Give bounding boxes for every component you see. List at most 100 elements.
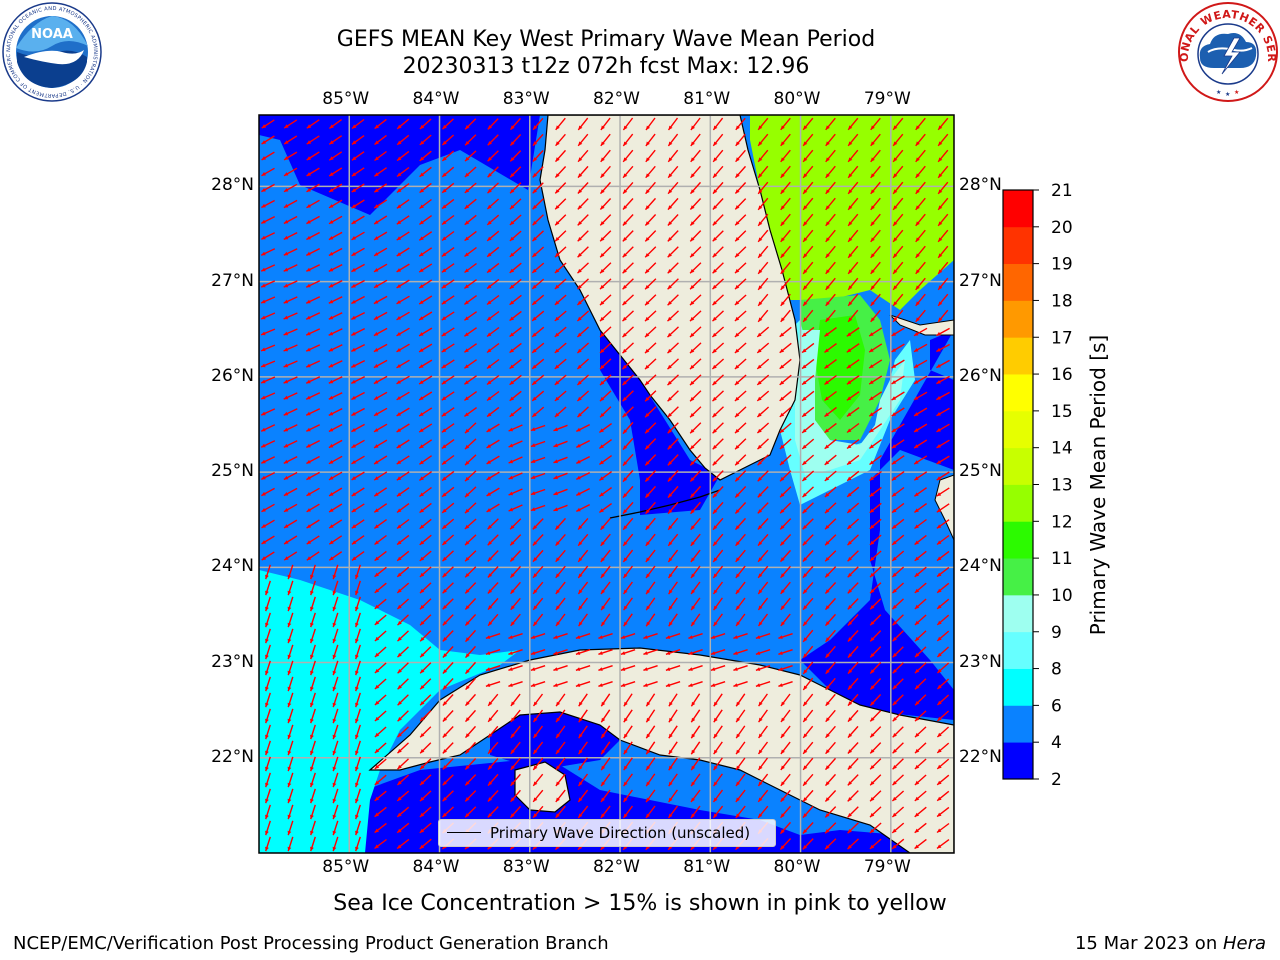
wave-direction-arrow [442, 678, 454, 690]
wave-direction-arrow [373, 167, 388, 177]
wave-direction-arrow [486, 455, 500, 465]
wave-direction-arrow [310, 596, 316, 612]
wave-direction-arrow [891, 423, 905, 433]
wave-direction-arrow [869, 646, 882, 658]
wave-direction-arrow [396, 423, 410, 433]
wave-direction-arrow [757, 741, 769, 755]
wave-direction-arrow [532, 693, 544, 707]
wave-direction-arrow [265, 676, 271, 692]
wave-direction-arrow [936, 662, 950, 674]
wave-direction-arrow [310, 772, 316, 788]
wave-direction-arrow [555, 565, 566, 579]
wave-direction-arrow [688, 665, 703, 671]
wave-direction-arrow [622, 485, 634, 499]
wave-direction-arrow [667, 262, 679, 274]
wave-direction-arrow [937, 213, 949, 227]
wave-direction-arrow [892, 229, 904, 243]
wave-direction-arrow [644, 278, 657, 290]
wave-direction-arrow [310, 644, 316, 660]
wave-direction-arrow [261, 183, 275, 193]
wave-direction-arrow [622, 198, 634, 210]
wave-direction-arrow [441, 423, 455, 433]
wave-direction-arrow [332, 628, 339, 644]
wave-direction-arrow [802, 629, 814, 643]
wave-direction-arrow [374, 150, 387, 162]
wave-direction-arrow [599, 230, 612, 242]
wave-direction-arrow [846, 422, 860, 434]
wave-direction-arrow [802, 534, 814, 546]
wave-direction-arrow [846, 486, 860, 498]
wave-direction-arrow [532, 117, 544, 131]
wave-direction-arrow [825, 629, 836, 643]
wave-direction-arrow [305, 264, 321, 272]
wave-direction-arrow [265, 788, 271, 804]
wave-direction-arrow [668, 709, 678, 723]
wave-direction-arrow [870, 133, 881, 147]
colorbar-segment [1003, 374, 1033, 412]
wave-direction-arrow [936, 839, 950, 849]
wave-direction-arrow [802, 149, 814, 163]
wave-direction-arrow [283, 119, 298, 129]
wave-direction-arrow [283, 183, 298, 193]
svg-text:★: ★ [1216, 89, 1221, 96]
wave-direction-arrow [689, 294, 702, 306]
wave-direction-arrow [688, 681, 703, 687]
wave-direction-arrow [508, 649, 523, 655]
wave-direction-arrow [712, 278, 724, 290]
colorbar-tick-label: 17 [1051, 328, 1073, 348]
wave-direction-arrow [757, 757, 769, 771]
wave-direction-arrow [667, 149, 679, 163]
wave-direction-arrow [577, 230, 589, 242]
wave-direction-arrow [846, 438, 860, 450]
wave-direction-arrow [397, 646, 409, 658]
wave-direction-arrow [825, 117, 836, 131]
wave-direction-arrow [419, 630, 432, 642]
wave-direction-arrow [265, 740, 271, 756]
wave-direction-arrow [464, 246, 477, 258]
wave-direction-arrow [355, 660, 361, 676]
wave-direction-arrow [351, 455, 365, 465]
wave-direction-arrow [825, 277, 836, 291]
wave-direction-arrow [310, 660, 316, 676]
wave-direction-arrow [510, 597, 521, 611]
wave-direction-arrow [713, 741, 723, 755]
wave-direction-arrow [442, 662, 454, 674]
wave-direction-arrow [914, 694, 927, 706]
wave-direction-arrow [260, 312, 276, 320]
wave-direction-arrow [758, 725, 768, 739]
wave-direction-arrow [713, 709, 723, 723]
wave-direction-arrow [734, 198, 747, 210]
wave-direction-arrow [530, 633, 546, 639]
wave-direction-arrow [396, 838, 410, 850]
sea-ice-note: Sea Ice Concentration > 15% is shown in … [333, 891, 947, 916]
wave-direction-arrow [645, 693, 656, 707]
wave-direction-arrow [486, 326, 500, 338]
wave-direction-arrow [396, 311, 410, 321]
wave-direction-arrow [667, 165, 679, 179]
wave-direction-arrow [757, 597, 769, 611]
wave-direction-arrow [463, 407, 478, 417]
wave-direction-arrow [283, 167, 298, 177]
wave-direction-arrow [689, 438, 702, 450]
colorbar-tick-label: 19 [1051, 255, 1073, 275]
wave-direction-arrow [734, 438, 747, 450]
wave-direction-arrow [802, 550, 814, 562]
wave-direction-arrow [598, 503, 613, 513]
wave-direction-arrow [756, 342, 770, 354]
wave-direction-arrow [891, 534, 905, 546]
wave-direction-arrow [936, 806, 950, 818]
wave-direction-arrow [825, 293, 836, 307]
wave-direction-arrow [600, 805, 611, 819]
wave-direction-arrow [396, 439, 410, 449]
colorbar-segment [1003, 447, 1033, 485]
wave-direction-arrow [599, 390, 612, 402]
wave-direction-arrow [464, 598, 477, 610]
wave-direction-arrow [374, 790, 387, 802]
lat-tick-label-left: 26°N [211, 365, 254, 386]
wave-direction-arrow [620, 665, 636, 671]
wave-direction-arrow [667, 358, 679, 370]
wave-direction-arrow [755, 681, 771, 687]
wave-direction-arrow [508, 472, 523, 480]
wave-direction-arrow [553, 681, 568, 687]
wave-direction-arrow [734, 278, 747, 290]
